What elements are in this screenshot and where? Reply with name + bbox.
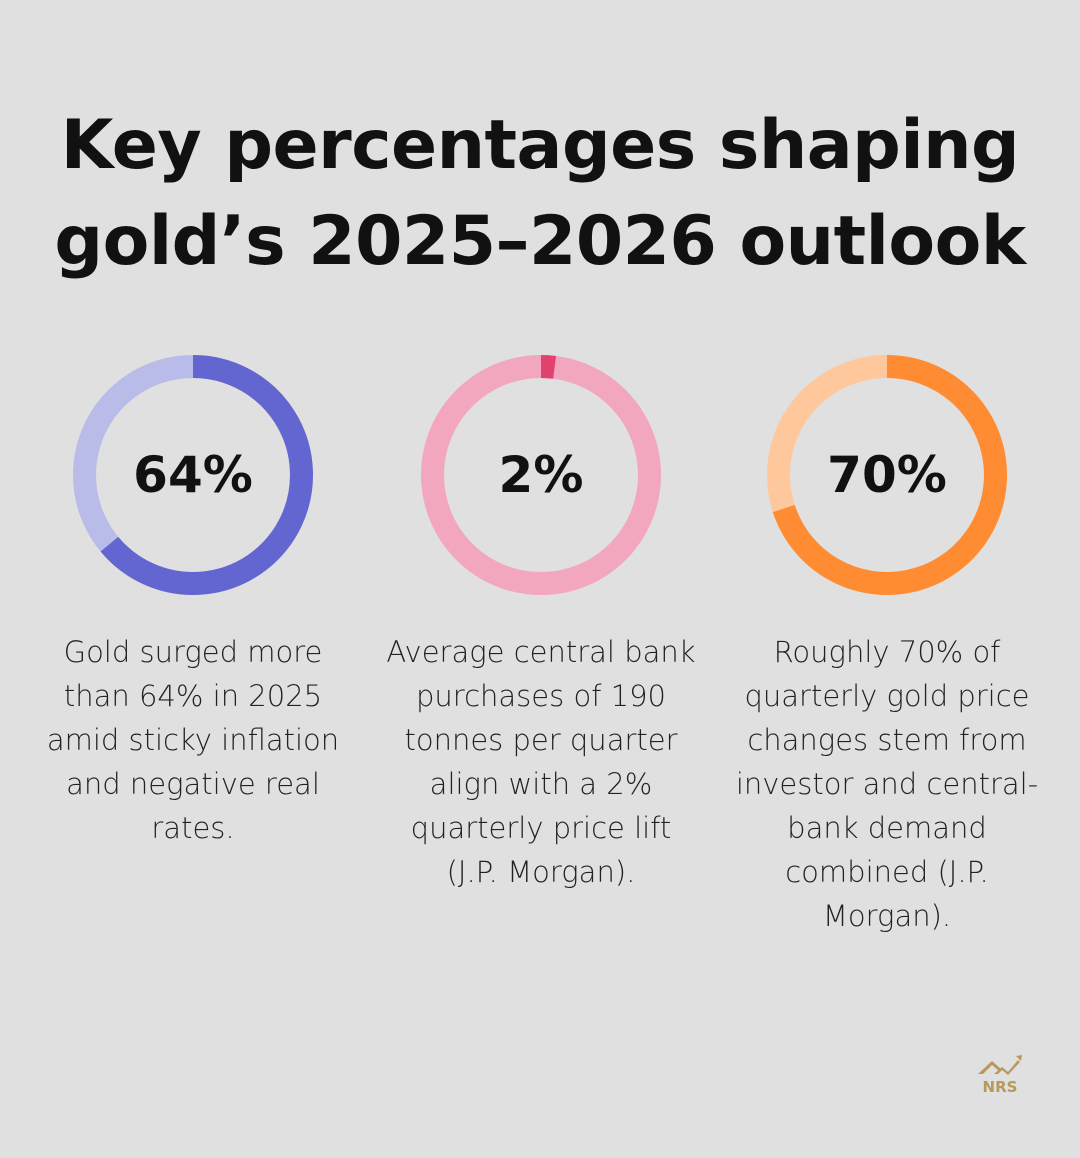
stat-card-1: 64% Gold surged more than 64% in 2025 am… xyxy=(33,350,353,850)
donut-chart-2: 2% xyxy=(421,355,661,595)
svg-text:NRS: NRS xyxy=(983,1078,1018,1096)
title-line-2: gold’s 2025–2026 outlook xyxy=(54,202,1026,281)
stat-description: Roughly 70% of quarterly gold price chan… xyxy=(735,635,1039,933)
stat-card-3: 70% Roughly 70% of quarterly gold price … xyxy=(727,350,1047,938)
donut-chart-3: 70% xyxy=(767,355,1007,595)
donut-value-arc xyxy=(772,355,1007,595)
nrs-logo: NRS xyxy=(978,1055,1022,1096)
logo-roof-icon xyxy=(978,1061,1002,1074)
title-line-1: Key percentages shaping xyxy=(60,106,1020,185)
donut-label: 64% xyxy=(133,446,253,504)
donut-value-arc xyxy=(100,355,313,595)
page-title: Key percentages shaping gold’s 2025–2026… xyxy=(0,98,1080,290)
stat-description: Average central bank purchases of 190 to… xyxy=(386,635,696,889)
donut-chart-1: 64% xyxy=(73,355,313,595)
stat-description: Gold surged more than 64% in 2025 amid s… xyxy=(46,635,340,845)
donut-label: 70% xyxy=(827,446,947,504)
donut-label: 2% xyxy=(499,446,584,504)
stat-card-2: 2% Average central bank purchases of 190… xyxy=(381,350,701,894)
donut-value-arc xyxy=(540,355,557,379)
